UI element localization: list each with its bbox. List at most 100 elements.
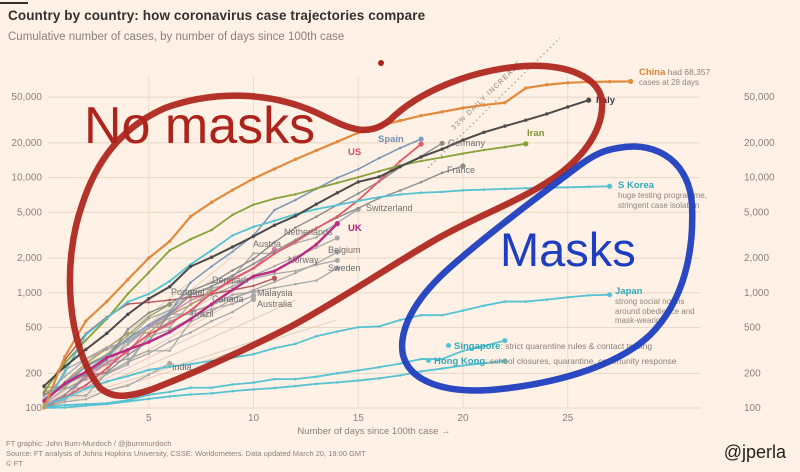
series-endpoint-france — [460, 163, 466, 169]
series-point-germany — [168, 302, 171, 306]
series-endpoint-denmark — [271, 275, 278, 281]
series-point-singapore — [398, 362, 402, 365]
series-point-hong-kong — [84, 404, 88, 407]
series-point-s-korea — [315, 207, 318, 211]
series-point-japan — [524, 300, 528, 303]
series-point-hong-kong — [419, 370, 423, 373]
series-point-italy — [314, 202, 319, 206]
country-label-note: around obedience and — [615, 306, 695, 316]
series-point-hong-kong — [356, 379, 360, 382]
masks-annotation-text: Masks — [500, 223, 636, 276]
series-point-hong-kong — [461, 364, 465, 367]
series-point-netherlands — [63, 375, 67, 378]
series-point-japan — [336, 330, 339, 333]
country-name: Norway — [288, 255, 319, 265]
series-point-australia — [210, 319, 213, 323]
series-point-italy — [126, 312, 130, 317]
series-point-norway — [231, 281, 234, 285]
series-point-iran — [42, 390, 46, 393]
series-point-japan — [105, 380, 109, 383]
series-point-singapore — [461, 349, 465, 353]
series-endpoint-s-korea — [607, 183, 613, 189]
series-endpoint-malaysia — [250, 288, 257, 294]
series-point-france — [189, 293, 192, 297]
series-point-china — [566, 81, 570, 85]
series-point-spain — [210, 265, 213, 268]
series-point-china — [293, 157, 298, 162]
label-dot-singapore — [446, 343, 451, 348]
series-point-japan — [419, 313, 423, 317]
country-label-note: mask-wearing — [615, 316, 665, 325]
series-point-france — [356, 206, 360, 210]
series-point-iran — [189, 237, 192, 241]
series-point-hong-kong — [252, 388, 255, 391]
series-point-austria — [105, 361, 109, 365]
series-point-italy — [251, 234, 256, 239]
series-point-hong-kong — [210, 392, 213, 395]
country-name: Singapore — [454, 341, 501, 352]
series-point-japan — [482, 304, 486, 307]
series-point-belgium — [168, 349, 171, 353]
series-point-uk — [147, 340, 151, 344]
series-point-japan — [545, 298, 549, 301]
series-point-australia — [126, 360, 130, 364]
series-point-iran — [482, 148, 486, 152]
series-point-spain — [126, 337, 130, 340]
series-point-switzerland — [105, 345, 109, 349]
chart-subtitle: Cumulative number of cases, by number of… — [8, 31, 345, 43]
series-point-germany — [189, 289, 192, 293]
series-point-uk — [105, 356, 109, 360]
series-point-china — [168, 239, 172, 243]
series-point-uk — [188, 317, 193, 321]
series-point-portugal — [126, 331, 130, 335]
series-point-spain — [356, 167, 360, 171]
series-point-germany — [273, 240, 276, 244]
y-tick-label-left: 2,000 — [17, 253, 42, 264]
series-point-france — [231, 274, 234, 277]
series-point-singapore — [336, 372, 339, 375]
y-tick-label-left: 20,000 — [11, 138, 42, 149]
series-point-china — [314, 148, 319, 153]
series-point-switzerland — [147, 327, 151, 330]
country-name: Canada — [212, 294, 244, 304]
series-endpoint-italy — [586, 97, 592, 103]
series-point-s-korea — [398, 193, 402, 196]
series-point-singapore — [231, 383, 234, 386]
series-point-us — [377, 179, 381, 183]
series-point-austria — [84, 376, 88, 380]
country-label-australia: Australia — [257, 297, 292, 310]
series-point-australia — [189, 331, 192, 334]
series-point-belgium — [126, 357, 130, 361]
series-point-japan — [398, 318, 402, 322]
series-point-singapore — [294, 377, 297, 381]
series-point-japan — [273, 346, 276, 350]
series-point-iran — [231, 213, 234, 217]
country-label-china: China had 68,357 cases at 28 days — [639, 65, 710, 88]
series-point-uk — [314, 242, 319, 247]
series-point-us — [84, 383, 88, 387]
series-point-france — [105, 371, 109, 374]
series-point-italy — [335, 191, 339, 195]
series-point-sweden — [168, 317, 171, 320]
series-point-spain — [273, 208, 276, 212]
series-point-japan — [63, 396, 67, 400]
daily-increase-guide-line — [427, 37, 561, 169]
series-point-us — [294, 240, 297, 244]
country-name: Portugal — [171, 287, 205, 297]
series-point-italy — [461, 138, 465, 142]
y-tick-label-left: 10,000 — [11, 173, 42, 184]
series-point-china — [335, 139, 339, 144]
y-tick-label-left: 50,000 — [11, 92, 42, 103]
series-point-us — [168, 322, 171, 325]
series-point-japan — [315, 334, 318, 338]
country-name: Belgium — [328, 245, 361, 255]
series-point-spain — [147, 323, 151, 327]
series-point-china — [188, 214, 193, 219]
series-point-hong-kong — [398, 374, 402, 377]
y-tick-label-right: 100 — [744, 403, 761, 414]
series-point-uk — [126, 347, 130, 352]
series-point-hong-kong — [273, 386, 276, 390]
footer: FT graphic: John Burn-Murdoch / @jburnmu… — [6, 439, 366, 469]
country-label-suffix: had 68,357 — [665, 67, 711, 77]
